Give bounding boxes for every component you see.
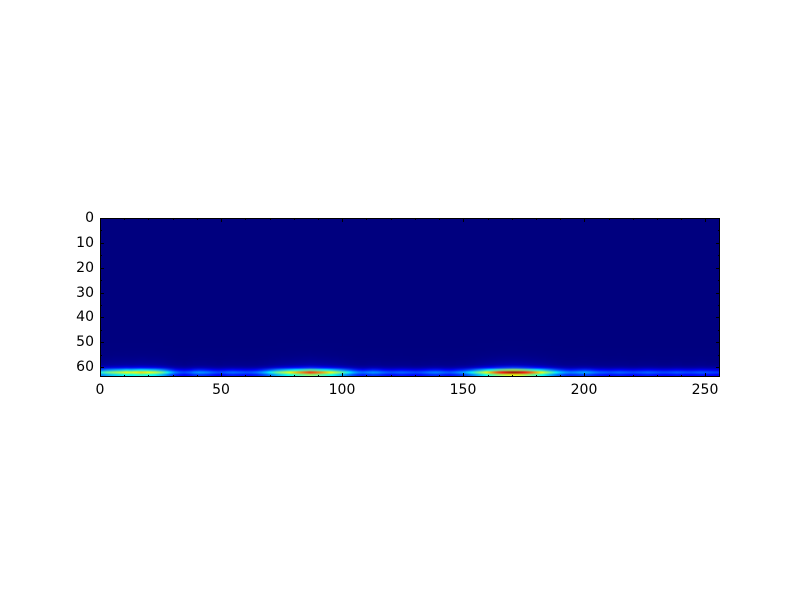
x-tick-minor-top	[148, 218, 149, 220]
x-tick-label: 100	[328, 382, 356, 398]
y-tick-minor-right	[718, 280, 720, 281]
y-tick-label: 0	[85, 210, 94, 226]
y-tick-major	[100, 317, 104, 318]
y-tick-major	[100, 342, 104, 343]
y-tick-label: 40	[76, 309, 94, 325]
y-tick-minor	[100, 305, 102, 306]
y-tick-major-right	[716, 293, 720, 294]
y-tick-label: 60	[76, 359, 94, 375]
x-tick-minor-top	[609, 218, 610, 220]
x-tick-minor-top	[536, 218, 537, 220]
x-tick-minor	[681, 375, 682, 377]
y-tick-major-right	[716, 243, 720, 244]
y-tick-minor	[100, 280, 102, 281]
x-tick-minor	[148, 375, 149, 377]
x-tick-minor-top	[391, 218, 392, 220]
heatmap-axes[interactable]	[100, 218, 720, 377]
x-tick-label: 250	[691, 382, 719, 398]
x-tick-minor	[391, 375, 392, 377]
y-tick-label: 30	[76, 285, 94, 301]
y-tick-minor-right	[718, 255, 720, 256]
y-tick-major	[100, 218, 104, 219]
y-tick-minor-right	[718, 305, 720, 306]
y-tick-major	[100, 268, 104, 269]
x-tick-minor	[270, 375, 271, 377]
x-tick-major-top	[705, 218, 706, 222]
x-tick-minor-top	[294, 218, 295, 220]
y-tick-minor-right	[718, 330, 720, 331]
x-tick-minor	[415, 375, 416, 377]
x-tick-minor-top	[270, 218, 271, 220]
x-tick-label: 50	[212, 382, 230, 398]
x-tick-minor-top	[681, 218, 682, 220]
heatmap-image	[101, 219, 719, 376]
y-tick-major-right	[716, 342, 720, 343]
y-tick-minor-right	[718, 230, 720, 231]
x-tick-minor-top	[124, 218, 125, 220]
x-tick-label: 200	[570, 382, 598, 398]
x-tick-major-top	[342, 218, 343, 222]
x-tick-minor-top	[173, 218, 174, 220]
x-tick-minor-top	[439, 218, 440, 220]
y-tick-minor-right	[718, 355, 720, 356]
x-tick-minor	[512, 375, 513, 377]
x-tick-major	[221, 373, 222, 377]
y-tick-major	[100, 243, 104, 244]
y-tick-major	[100, 367, 104, 368]
x-tick-minor	[197, 375, 198, 377]
x-tick-minor-top	[415, 218, 416, 220]
x-tick-minor-top	[488, 218, 489, 220]
x-tick-minor	[488, 375, 489, 377]
x-tick-minor	[657, 375, 658, 377]
x-tick-label: 0	[95, 382, 105, 398]
x-tick-minor	[560, 375, 561, 377]
x-tick-minor-top	[560, 218, 561, 220]
y-tick-minor	[100, 255, 102, 256]
x-tick-label: 150	[449, 382, 477, 398]
x-tick-minor	[245, 375, 246, 377]
x-tick-major	[342, 373, 343, 377]
y-tick-label: 20	[76, 260, 94, 276]
y-tick-minor	[100, 230, 102, 231]
y-tick-label: 10	[76, 235, 94, 251]
y-tick-major-right	[716, 367, 720, 368]
x-tick-major	[705, 373, 706, 377]
y-tick-major-right	[716, 268, 720, 269]
x-tick-minor	[609, 375, 610, 377]
x-tick-minor	[173, 375, 174, 377]
x-tick-major-top	[100, 218, 101, 222]
x-tick-minor-top	[512, 218, 513, 220]
y-tick-minor	[100, 330, 102, 331]
y-tick-major-right	[716, 218, 720, 219]
x-tick-major-top	[584, 218, 585, 222]
x-tick-minor-top	[633, 218, 634, 220]
x-tick-major	[100, 373, 101, 377]
x-tick-minor-top	[366, 218, 367, 220]
x-tick-major-top	[221, 218, 222, 222]
x-tick-minor	[366, 375, 367, 377]
x-tick-minor-top	[657, 218, 658, 220]
x-tick-minor	[439, 375, 440, 377]
x-tick-minor	[294, 375, 295, 377]
x-tick-major	[584, 373, 585, 377]
x-tick-minor-top	[245, 218, 246, 220]
x-tick-minor	[536, 375, 537, 377]
y-tick-major	[100, 293, 104, 294]
x-tick-minor	[633, 375, 634, 377]
x-tick-minor	[318, 375, 319, 377]
y-tick-minor	[100, 355, 102, 356]
y-tick-major-right	[716, 317, 720, 318]
x-tick-minor	[124, 375, 125, 377]
x-tick-minor-top	[318, 218, 319, 220]
x-tick-major	[463, 373, 464, 377]
x-tick-major-top	[463, 218, 464, 222]
y-tick-label: 50	[76, 334, 94, 350]
x-tick-minor-top	[197, 218, 198, 220]
